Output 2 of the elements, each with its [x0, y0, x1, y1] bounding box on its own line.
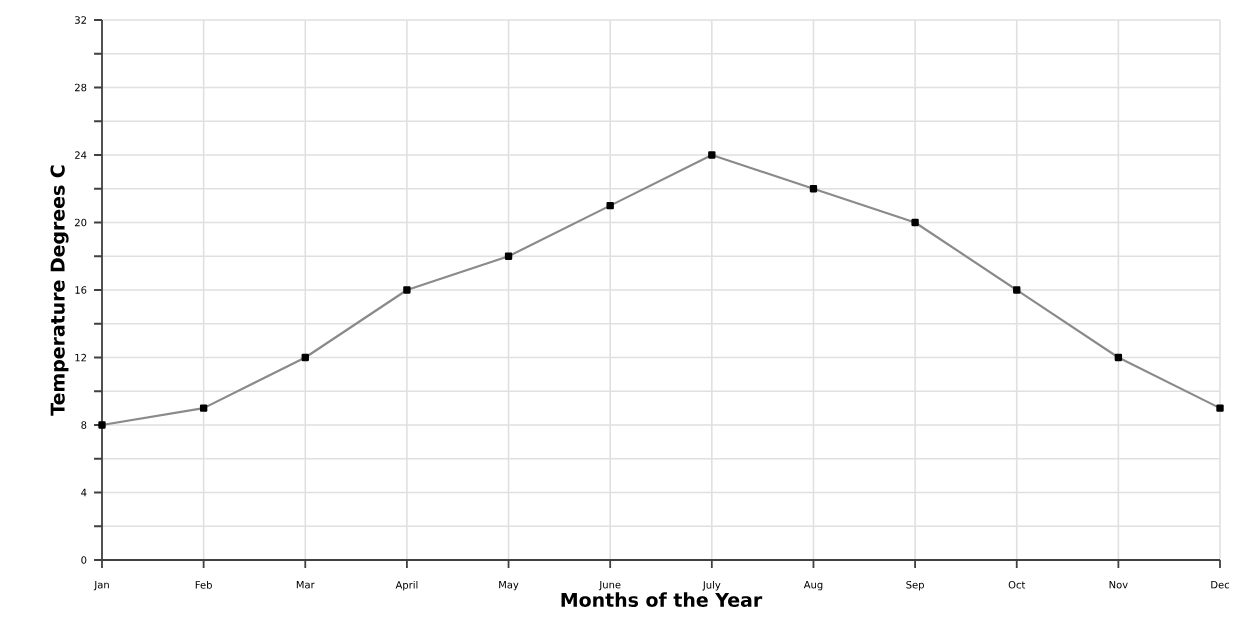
y-axis-title: Temperature Degrees C: [50, 165, 69, 416]
x-axis-title: Months of the Year: [561, 592, 763, 608]
